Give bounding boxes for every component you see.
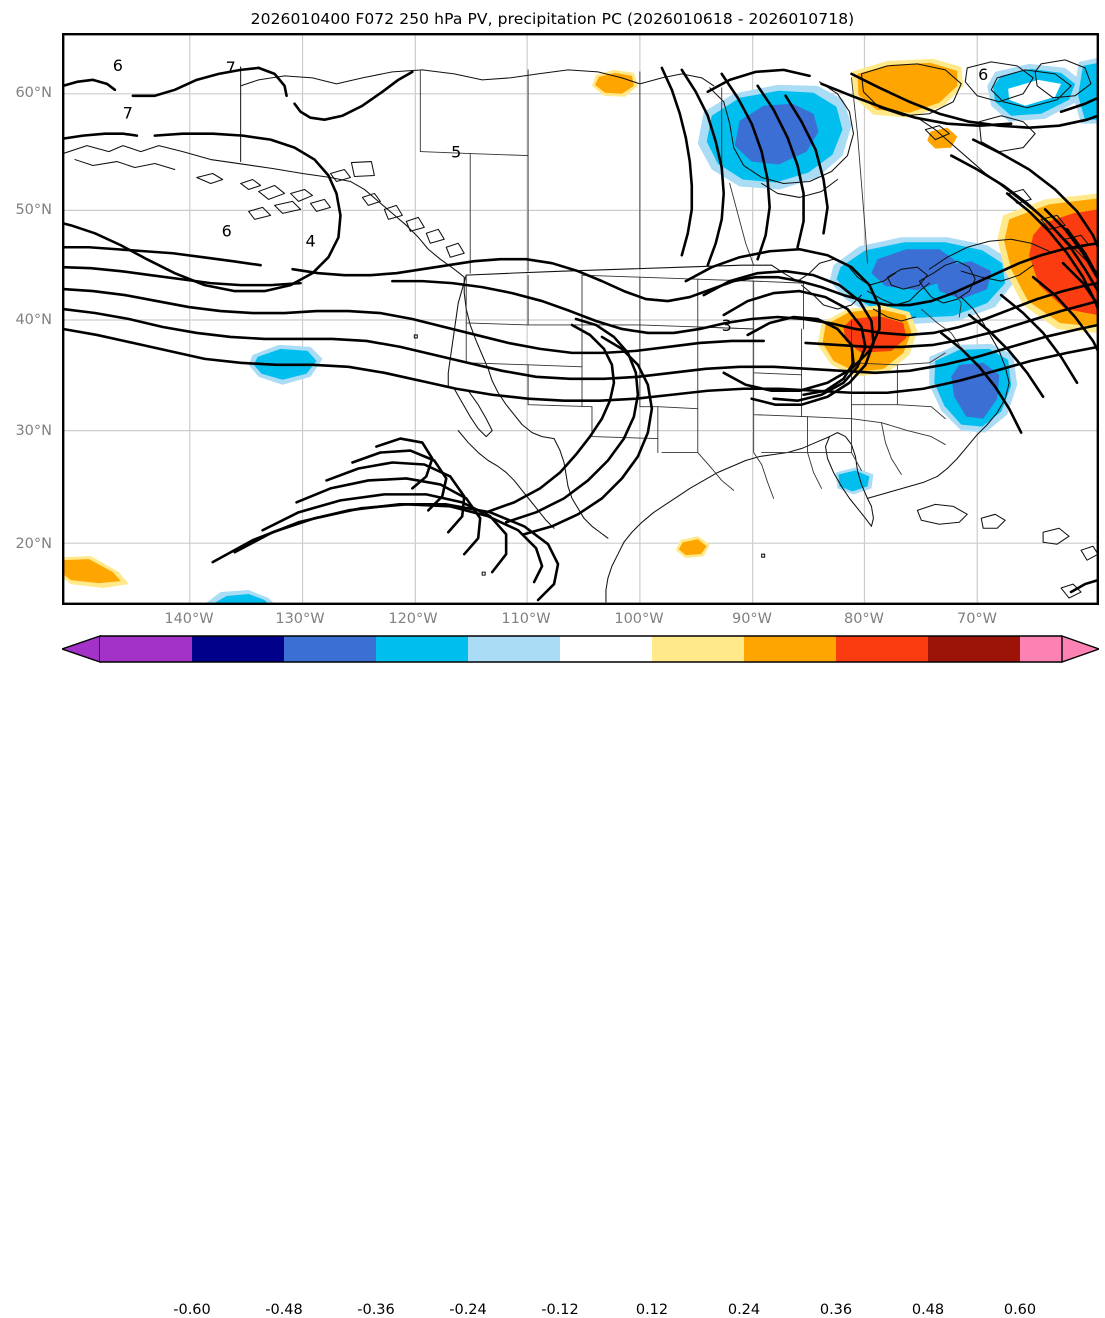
xtick-70w: 70°W [956,611,998,627]
ytick-30n: 30°N [15,423,52,439]
contour-label-7-b: 7 [123,104,133,123]
colorbar-tick-0.60: 0.60 [1003,1302,1037,1318]
shade-gulf-inner [678,539,707,556]
contour-label-4: 4 [305,231,315,250]
colorbar-extend-max [1061,635,1099,663]
shade-bottom-inner [212,594,269,604]
shade-baffin-white-hole [1008,79,1062,106]
colorbar-seg-5 [560,636,652,662]
shade-quebec-small [927,127,958,149]
colorbar-outline [100,635,1062,663]
colorbar-tick--0.48: -0.48 [265,1302,303,1318]
colorbar-extend-min [62,635,101,663]
shade-hudson-inner [857,62,958,113]
colorbar-tick--0.60: -0.60 [173,1302,211,1318]
colorbar-seg-0 [100,636,192,662]
colorbar-tick-0.24: 0.24 [727,1302,761,1318]
contour-labels: 6 7 7 5 6 4 3 6 [113,56,988,335]
map-frame [63,34,1098,604]
colorbar-seg-7 [744,636,836,662]
colorbar-seg-8 [836,636,928,662]
colorbar-svg [62,635,1099,663]
colorbar-tick--0.12: -0.12 [541,1302,579,1318]
colorbar-seg-10 [1020,636,1062,662]
contour-label-6-a: 6 [113,56,123,75]
xtick-130w: 130°W [275,611,325,627]
ytick-20n: 20°N [15,536,52,552]
contour-label-6-c: 6 [978,65,988,84]
shade-swcorner-inner [63,559,121,584]
colorbar[interactable]: -0.60 -0.48 -0.36 -0.24 -0.12 0.12 0.24 … [62,634,1099,1318]
contour-label-5: 5 [451,143,461,162]
xtick-110w: 110°W [501,611,551,627]
ytick-40n: 40°N [15,312,52,328]
colorbar-seg-3 [376,636,468,662]
colorbar-tick-0.36: 0.36 [819,1302,853,1318]
xtick-80w: 80°W [843,611,885,627]
map-coastlines [63,59,1098,603]
colorbar-seg-1 [192,636,284,662]
ytick-60n: 60°N [15,85,52,101]
xtick-100w: 100°W [614,611,664,627]
colorbar-seg-4 [468,636,560,662]
map-panel[interactable]: 6 7 7 5 6 4 3 6 [62,33,1099,605]
xtick-140w: 140°W [164,611,214,627]
colorbar-tick--0.24: -0.24 [449,1302,487,1318]
contour-label-3: 3 [722,316,732,335]
pv-contours [63,66,1098,602]
map-svg: 6 7 7 5 6 4 3 6 [63,34,1098,604]
colorbar-tick-0.12: 0.12 [635,1302,669,1318]
colorbar-seg-9 [928,636,1020,662]
xtick-120w: 120°W [388,611,438,627]
shade-lakes-inner-a [871,249,957,291]
figure-root: 2026010400 F072 250 hPa PV, precipitatio… [15,10,1099,1318]
page-title: 2026010400 F072 250 hPa PV, precipitatio… [250,10,855,28]
xtick-90w: 90°W [731,611,773,627]
shade-lakes-inner-b [935,261,992,300]
colorbar-tick-0.48: 0.48 [911,1302,945,1318]
contour-label-7-a: 7 [226,58,236,77]
colorbar-tick--0.36: -0.36 [357,1302,395,1318]
contour-label-6-b: 6 [222,221,232,240]
colorbar-seg-6 [652,636,744,662]
shade-manitoba-inner [734,103,819,165]
colorbar-seg-2 [284,636,376,662]
ytick-50n: 50°N [15,202,52,218]
